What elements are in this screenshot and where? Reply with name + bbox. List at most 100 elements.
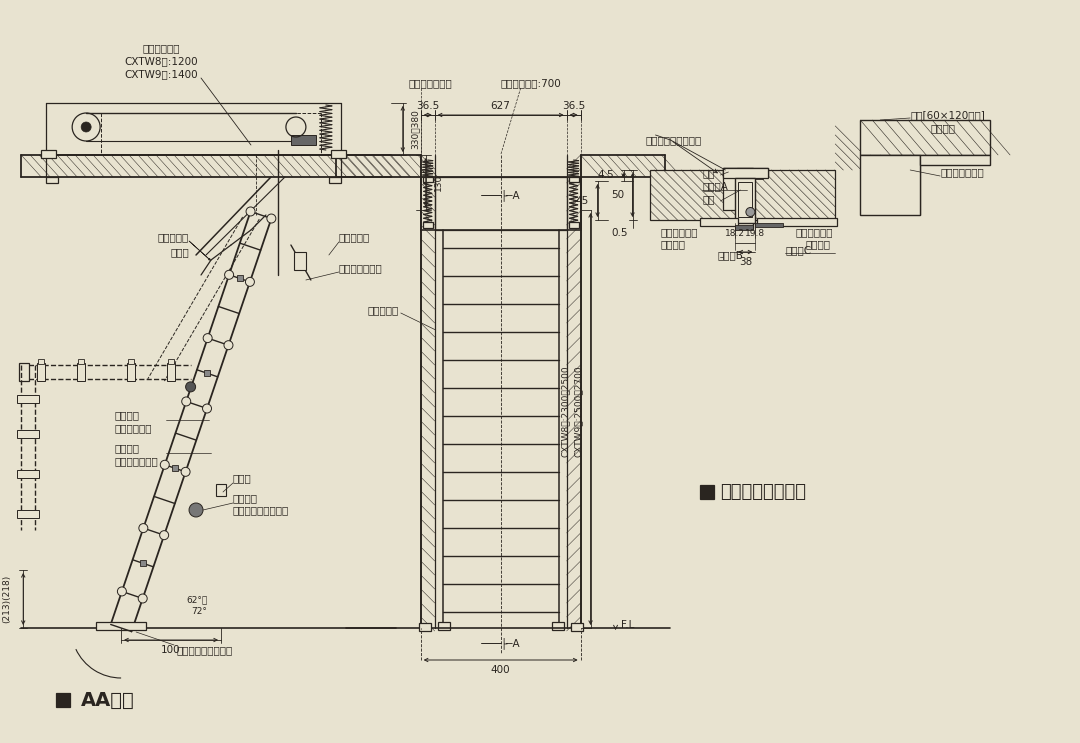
Text: ターンバックル: ターンバックル bbox=[339, 263, 382, 273]
Circle shape bbox=[181, 397, 191, 406]
Bar bbox=[724, 168, 768, 178]
Bar bbox=[552, 622, 564, 630]
Text: （別途）: （別途） bbox=[661, 239, 686, 249]
Text: F.L: F.L bbox=[621, 620, 634, 630]
Text: 天井開口寸法:700: 天井開口寸法:700 bbox=[500, 78, 561, 88]
Bar bbox=[140, 560, 146, 566]
Circle shape bbox=[118, 587, 126, 596]
Bar bbox=[724, 168, 738, 210]
Bar bbox=[422, 177, 433, 182]
Bar bbox=[19, 363, 29, 381]
Text: 気密材B: 気密材B bbox=[717, 250, 743, 260]
Text: （サイドバー）: （サイドバー） bbox=[114, 456, 158, 466]
Bar bbox=[861, 120, 990, 155]
Circle shape bbox=[246, 207, 255, 216]
Bar bbox=[172, 465, 178, 471]
Text: 0.5: 0.5 bbox=[611, 228, 627, 238]
Bar bbox=[17, 395, 39, 403]
Text: 天井開口寸法: 天井開口寸法 bbox=[143, 43, 179, 53]
Bar bbox=[329, 177, 341, 183]
Text: 引張りバネ: 引張りバネ bbox=[339, 232, 370, 242]
Bar bbox=[127, 363, 135, 381]
Circle shape bbox=[267, 214, 275, 223]
Bar bbox=[17, 510, 39, 518]
Text: はしご端部キャップ: はしご端部キャップ bbox=[176, 645, 232, 655]
Text: はしご部: はしご部 bbox=[114, 443, 139, 453]
Bar bbox=[738, 168, 754, 228]
Polygon shape bbox=[861, 155, 920, 215]
Circle shape bbox=[189, 503, 203, 517]
Text: 62°～: 62°～ bbox=[186, 595, 207, 605]
Bar bbox=[568, 222, 579, 228]
Bar bbox=[650, 170, 835, 220]
Bar bbox=[701, 218, 739, 226]
Bar bbox=[735, 178, 755, 223]
Bar bbox=[437, 622, 449, 630]
Text: （指挟み防止装置）: （指挟み防止装置） bbox=[233, 505, 289, 515]
Text: AA断面: AA断面 bbox=[81, 690, 135, 710]
Text: 気密材C: 気密材C bbox=[785, 245, 811, 255]
Text: ラッチ: ラッチ bbox=[233, 473, 252, 483]
Bar bbox=[46, 177, 58, 183]
Bar bbox=[757, 218, 837, 226]
Text: 100: 100 bbox=[161, 645, 180, 655]
Text: 手すり: 手すり bbox=[171, 247, 189, 257]
Bar bbox=[96, 622, 146, 630]
Text: CXTW9型:2500～2700: CXTW9型:2500～2700 bbox=[575, 366, 583, 457]
Text: 内枠ボード材: 内枠ボード材 bbox=[661, 227, 698, 237]
Bar bbox=[77, 363, 85, 381]
Text: 点検口部納まり図: 点検口部納まり図 bbox=[720, 483, 807, 501]
Bar bbox=[38, 359, 44, 364]
Text: （別途）: （別途） bbox=[930, 123, 955, 133]
Text: 18.2: 18.2 bbox=[726, 230, 745, 239]
Text: 50: 50 bbox=[611, 190, 624, 200]
Circle shape bbox=[225, 270, 233, 279]
Bar bbox=[237, 276, 243, 282]
Bar bbox=[17, 470, 39, 478]
Bar bbox=[56, 693, 70, 707]
Circle shape bbox=[138, 594, 147, 603]
Text: 36.5: 36.5 bbox=[416, 101, 440, 111]
Bar bbox=[17, 430, 39, 438]
Bar bbox=[168, 359, 174, 364]
Text: 4.5: 4.5 bbox=[598, 170, 615, 181]
Circle shape bbox=[139, 524, 148, 533]
Text: 627: 627 bbox=[490, 101, 511, 111]
Bar bbox=[204, 370, 211, 376]
Text: 引張りバネ固定金具: 引張りバネ固定金具 bbox=[646, 135, 702, 145]
Bar bbox=[739, 182, 753, 217]
Text: 気密材A: 気密材A bbox=[702, 181, 728, 191]
Bar bbox=[167, 363, 175, 381]
Text: CXTW8型:2300～2500: CXTW8型:2300～2500 bbox=[562, 366, 570, 457]
Text: 45: 45 bbox=[576, 195, 589, 206]
Text: ├─A: ├─A bbox=[501, 637, 521, 649]
Text: (213)(218): (213)(218) bbox=[2, 575, 11, 623]
Text: （別途）: （別途） bbox=[806, 239, 831, 249]
Circle shape bbox=[160, 460, 170, 470]
Bar bbox=[568, 177, 579, 182]
Text: 72°: 72° bbox=[191, 606, 207, 615]
Circle shape bbox=[186, 382, 195, 392]
Bar bbox=[570, 623, 582, 631]
Text: （ステップ）: （ステップ） bbox=[114, 423, 151, 433]
Bar bbox=[422, 222, 433, 228]
Text: 補強桟（別途）: 補強桟（別途） bbox=[941, 167, 984, 177]
Circle shape bbox=[245, 277, 255, 286]
Circle shape bbox=[160, 531, 168, 539]
Text: 130: 130 bbox=[434, 174, 443, 191]
Bar bbox=[724, 175, 764, 179]
Text: はしご固定金具: はしご固定金具 bbox=[409, 78, 453, 88]
Text: 38: 38 bbox=[739, 257, 752, 267]
Circle shape bbox=[746, 207, 755, 216]
Text: 19.8: 19.8 bbox=[745, 230, 766, 239]
Bar bbox=[724, 168, 768, 176]
Bar bbox=[294, 252, 306, 270]
Text: 外枠: 外枠 bbox=[702, 168, 715, 178]
Text: 回転金具: 回転金具 bbox=[233, 493, 258, 503]
Circle shape bbox=[203, 334, 212, 343]
Circle shape bbox=[181, 467, 190, 476]
Bar bbox=[861, 155, 920, 215]
Text: CXTW9型:1400: CXTW9型:1400 bbox=[124, 69, 198, 79]
FancyArrow shape bbox=[189, 241, 211, 260]
Text: はしご部: はしご部 bbox=[114, 410, 139, 420]
